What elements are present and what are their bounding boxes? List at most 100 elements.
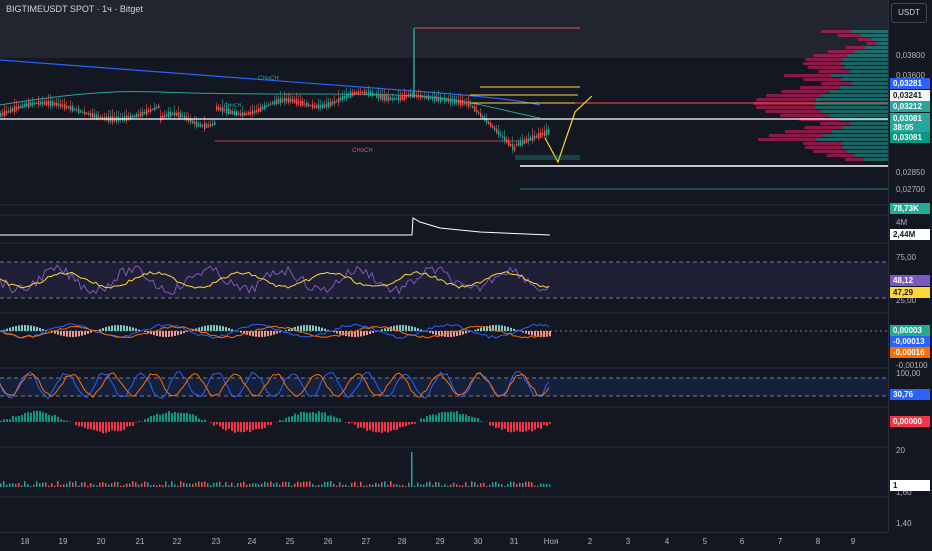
oscillator-bar (345, 422, 347, 423)
oscillator-bar (375, 422, 377, 432)
candle-body (230, 110, 231, 114)
oscillator-bar (204, 420, 206, 422)
bottom-volume-bar (138, 485, 140, 487)
macd-bar (171, 331, 173, 337)
oscillator-bar (531, 422, 533, 431)
candle-body (404, 94, 405, 99)
oscillator-bar (336, 418, 338, 422)
oscillator-bar (510, 422, 512, 432)
volume-line (0, 218, 550, 235)
candle-body (246, 113, 247, 115)
candle-body (402, 95, 403, 100)
macd-bar (435, 331, 437, 335)
oscillator-bar (471, 417, 473, 422)
candle-body (458, 100, 459, 105)
macd-bar (279, 331, 281, 332)
oscillator-bar (210, 422, 212, 423)
bottom-volume-bar (99, 483, 101, 487)
macd-bar (216, 325, 218, 331)
candle-body (138, 114, 139, 116)
macd-bar (381, 329, 383, 331)
candle-body (60, 104, 61, 107)
price-badge: 0,03281 (890, 78, 930, 89)
macd-bar (105, 327, 107, 331)
candle-body (178, 112, 179, 118)
candle-body (270, 104, 271, 105)
volume-profile-bar (842, 146, 888, 149)
time-label: 24 (248, 537, 257, 546)
oscillator-bar (324, 412, 326, 422)
macd-bar (36, 327, 38, 331)
symbol-title[interactable]: BIGTIMEUSDT SPOT · 1ч · Bitget (6, 4, 143, 14)
volume-profile-bar (844, 66, 888, 69)
bottom-volume-bar (447, 486, 449, 487)
oscillator-bar (153, 415, 155, 422)
oscillator-bar (387, 422, 389, 433)
candle-body (326, 103, 327, 107)
bottom-volume-bar (24, 481, 26, 487)
oscillator-bar (33, 411, 35, 422)
candle-body (224, 110, 225, 111)
macd-bar (255, 331, 257, 337)
macd-bar (240, 331, 242, 333)
volume-profile-bar (821, 94, 888, 97)
macd-bar (384, 328, 386, 331)
bottom-volume-bar (435, 482, 437, 487)
bottom-volume-bar (339, 482, 341, 487)
candle-body (48, 101, 49, 106)
candle-body (216, 106, 217, 109)
bottom-volume-bar (216, 482, 218, 487)
oscillator-bar (108, 422, 110, 431)
bottom-volume-bar (54, 486, 56, 487)
candle-body (44, 101, 45, 104)
macd-bar (18, 325, 20, 331)
candle-body (380, 95, 381, 99)
candle-body (428, 96, 429, 100)
candle-body (154, 107, 155, 110)
bottom-volume-bar (378, 484, 380, 487)
candle-body (214, 122, 215, 125)
oscillator-bar (456, 411, 458, 422)
macd-bar (237, 331, 239, 332)
candle-body (232, 111, 233, 114)
macd-bar (549, 331, 551, 336)
oscillator-bar (525, 422, 527, 431)
volume-profile-bar (841, 78, 888, 81)
candle-body (282, 99, 283, 102)
candle-body (254, 110, 255, 113)
candle-body (312, 104, 313, 108)
candle-body (92, 113, 93, 118)
candle-body (442, 99, 443, 100)
macd-bar (39, 328, 41, 331)
volume-profile-bar (864, 158, 888, 161)
oscillator-bar (348, 422, 350, 424)
oscillator-bar (75, 422, 77, 425)
candle-body (264, 105, 265, 109)
oscillator-bar (102, 422, 104, 433)
bottom-volume-bar (348, 486, 350, 487)
candle-body (22, 105, 23, 108)
macd-bar (174, 331, 176, 336)
bottom-volume-bar (111, 483, 113, 487)
bottom-volume-bar (135, 482, 137, 487)
scale-label: 1,40 (896, 519, 912, 528)
candle-body (474, 107, 475, 112)
bottom-volume-bar (168, 485, 170, 487)
oscillator-bar (216, 422, 218, 424)
candle-body (54, 103, 55, 106)
macd-bar (27, 325, 29, 331)
bottom-volume-bar (375, 483, 377, 487)
candle-body (318, 104, 319, 109)
chart-area[interactable]: CHoCH CHoCH CHoCH BIGTIMEUSDT SPOT · 1ч … (0, 0, 888, 532)
candle-body (126, 115, 127, 120)
macd-bar (159, 331, 161, 337)
price-chart[interactable]: CHoCH CHoCH CHoCH (0, 0, 888, 532)
candle-body (102, 117, 103, 118)
currency-button[interactable]: USDT (891, 3, 927, 23)
oscillator-bar (441, 412, 443, 422)
candle-body (300, 101, 301, 106)
candle-body (18, 106, 19, 109)
bottom-volume-bar (174, 484, 176, 487)
macd-bar (522, 331, 524, 332)
candle-body (472, 106, 473, 108)
